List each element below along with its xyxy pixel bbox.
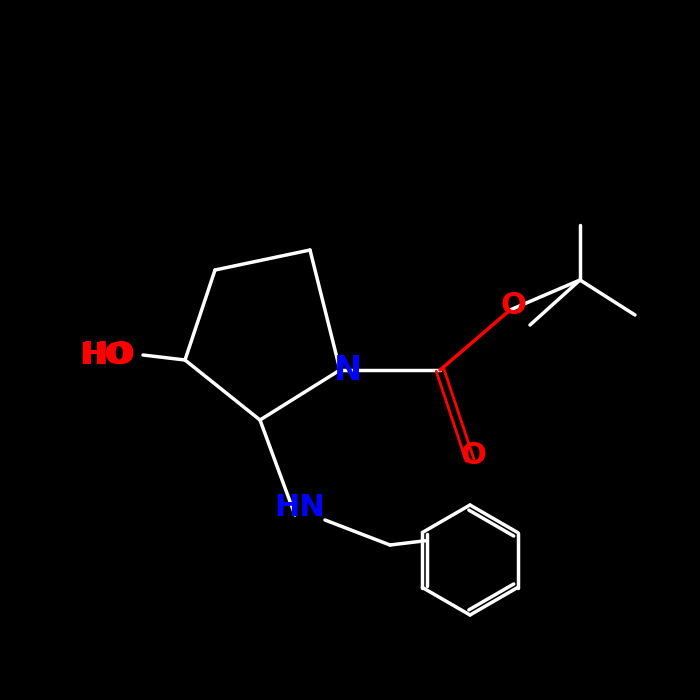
- Text: HO: HO: [79, 340, 131, 370]
- Text: HO: HO: [81, 340, 135, 370]
- Text: HN: HN: [274, 493, 326, 522]
- Text: N: N: [334, 354, 362, 386]
- Text: O: O: [500, 290, 526, 319]
- Text: O: O: [460, 440, 486, 470]
